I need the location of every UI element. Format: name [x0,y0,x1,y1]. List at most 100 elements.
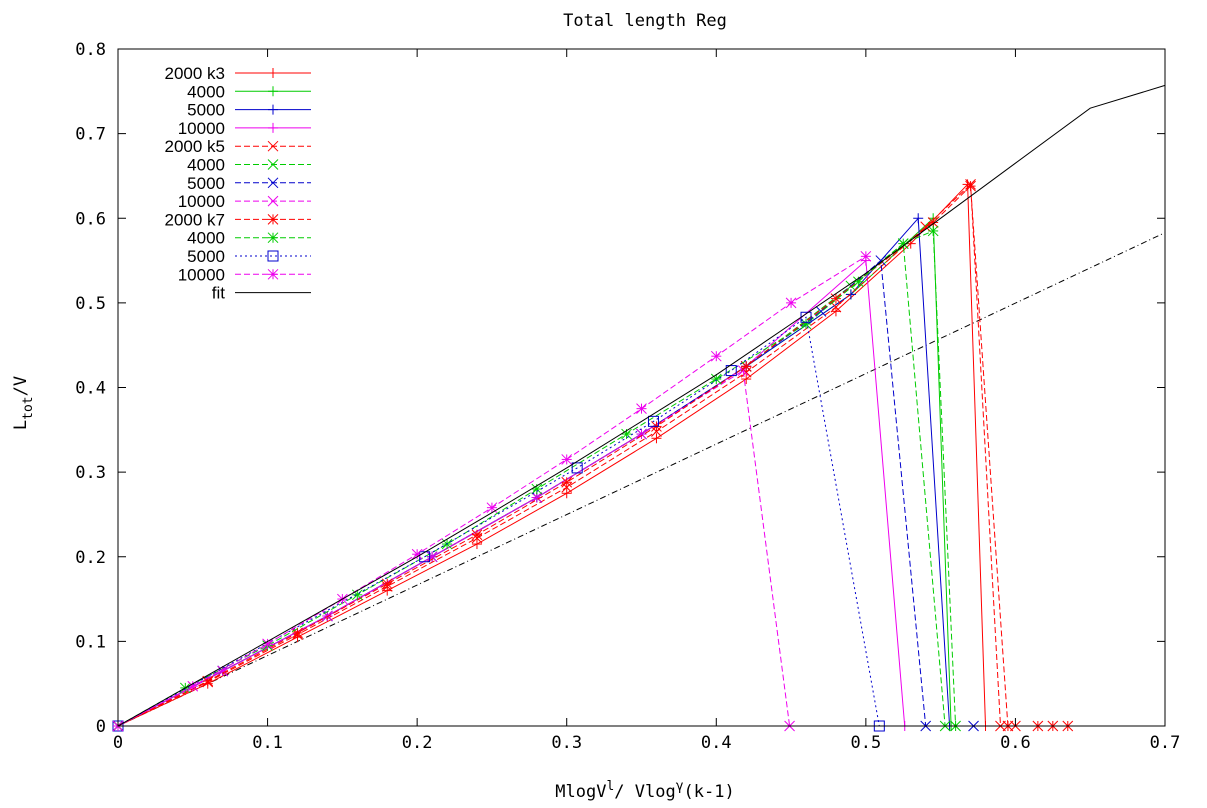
series-line [117,316,880,727]
data-point [561,488,572,499]
series-line [117,84,1166,727]
legend-marker [268,122,278,133]
y-tick-label: 0 [96,717,106,737]
data-point [845,289,856,300]
x-tick-label: 0.5 [850,733,881,753]
legend-marker [268,86,278,97]
reference-line [117,232,1166,727]
y-tick-label: 0.3 [75,463,106,483]
x-label-sup1: l [606,779,614,794]
legend-label: 5000 [187,174,225,193]
legend-item: 2000 k3 [165,64,311,83]
data-point [426,551,438,563]
x-tick-label: 0.3 [551,733,582,753]
data-point [710,350,722,362]
legend-item: 4000 [187,156,311,175]
legend-label: fit [212,284,226,303]
legend-item: 10000 [178,119,311,138]
y-label-sub: tot [21,396,36,419]
y-tick-label: 0.6 [75,209,106,229]
data-point [785,297,797,309]
x-tick-label: 0 [113,733,123,753]
x-axis-label: MlogVl/ Vlogγ(k-1) [555,779,734,802]
data-point [471,529,483,541]
series-4 [113,255,910,731]
legend-marker [267,195,279,207]
legend-label: 10000 [178,119,225,138]
legend-item: 10000 [178,192,311,211]
data-point [561,476,573,488]
legend-item: fit [212,284,311,303]
series-2 [113,213,957,731]
y-tick-label: 0.1 [75,632,106,652]
legend-item: 4000 [187,82,311,101]
legend-item: 10000 [178,265,311,284]
series-line [117,259,906,727]
x-tick-label: 0.6 [1000,733,1031,753]
data-point [531,483,543,495]
data-point [262,638,273,650]
series-line [117,183,986,727]
data-point [411,548,423,560]
data-point [920,221,932,233]
data-point [636,403,647,415]
series-line [117,242,946,727]
legend-label: 10000 [178,265,225,284]
data-point [471,539,482,550]
legend-label: 4000 [187,82,225,101]
y-label-base: L [11,420,31,430]
legend-item: 4000 [187,229,311,248]
x-tick-label: 0.4 [701,733,732,753]
legend-label: 2000 k3 [165,64,226,83]
series-13 [117,84,1166,727]
legend-marker [268,68,278,78]
data-point [853,276,864,288]
legend-label: 4000 [187,229,225,248]
legend-label: 4000 [187,156,225,175]
series-7 [112,255,979,732]
data-point [647,415,659,427]
x-label-tail: (k-1) [684,782,735,802]
legend-label: 2000 k5 [165,137,226,156]
series-line [117,217,952,727]
data-point [741,374,752,385]
legend-marker [267,140,279,152]
legend-item: 5000 [187,174,311,193]
y-tick-label: 0.2 [75,548,106,568]
svg-text:Ltot/V: Ltot/V [11,376,36,430]
legend-marker [267,159,279,170]
x-label-base: MlogV [555,782,606,802]
data-point [800,318,812,330]
legend-label: 10000 [178,192,225,211]
data-point [292,627,303,639]
series-3 [113,213,955,731]
series-line [117,369,791,727]
legend-marker [267,214,279,225]
y-tick-label: 0.8 [75,40,106,60]
series-1 [113,179,991,731]
data-point [965,180,976,192]
legend-item: 2000 k7 [165,210,311,229]
data-point [571,462,583,474]
data-point [740,360,752,372]
y-tick-label: 0.7 [75,125,106,145]
x-label-sup2: γ [676,779,684,794]
data-point [927,225,939,237]
legend-item: 5000 [187,101,311,120]
legend-item: 2000 k5 [165,137,311,156]
data-point [381,578,393,590]
x-tick-label: 0.1 [252,733,283,753]
legend-marker [267,232,279,244]
data-point [351,589,363,601]
data-point [651,433,662,444]
data-point [725,365,737,377]
plot-area [112,84,1166,732]
legend-marker [268,104,278,115]
data-point [860,250,872,262]
series-line [117,217,951,727]
data-point [830,301,842,313]
legend-label: 2000 k7 [165,210,226,229]
data-point [830,306,841,317]
